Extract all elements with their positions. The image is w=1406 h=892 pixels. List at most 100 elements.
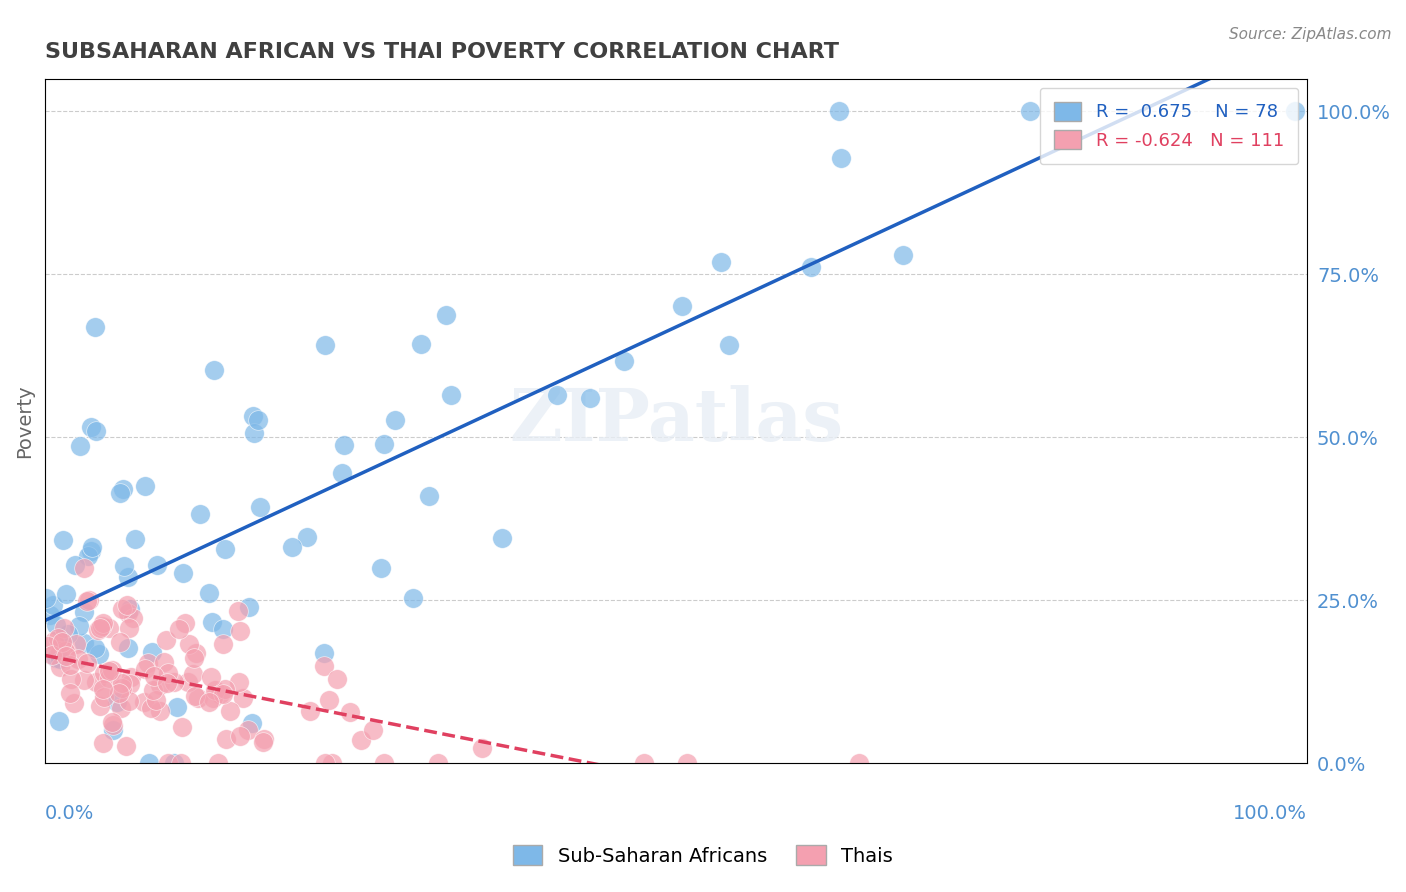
Point [249, 500, 271, 514]
Point [156, 676, 179, 690]
Point [434, 308, 457, 322]
Point [121, 611, 143, 625]
Point [226, 604, 249, 618]
Point [155, 633, 177, 648]
Point [167, 622, 190, 636]
Point [208, 687, 231, 701]
Point [156, 756, 179, 771]
Point [314, 337, 336, 351]
Point [370, 561, 392, 575]
Point [243, 425, 266, 440]
Point [170, 720, 193, 734]
Text: ZIPatlas: ZIPatlas [509, 385, 844, 457]
Point [149, 678, 172, 692]
Point [242, 409, 264, 424]
Point [800, 260, 823, 274]
Point [93, 690, 115, 704]
Point [153, 655, 176, 669]
Point [157, 666, 180, 681]
Point [240, 715, 263, 730]
Point [90, 619, 112, 633]
Point [118, 621, 141, 635]
Point [51, 635, 73, 649]
Point [101, 714, 124, 729]
Point [214, 541, 236, 556]
Point [143, 669, 166, 683]
Point [42, 599, 65, 613]
Point [138, 756, 160, 771]
Point [134, 479, 156, 493]
Point [93, 666, 115, 681]
Point [55, 648, 77, 663]
Point [110, 700, 132, 714]
Point [402, 591, 425, 605]
Point [111, 675, 134, 690]
Point [246, 413, 269, 427]
Point [228, 675, 250, 690]
Point [60, 672, 83, 686]
Point [63, 558, 86, 573]
Point [238, 599, 260, 614]
Legend: Sub-Saharan Africans, Thais: Sub-Saharan Africans, Thais [505, 838, 901, 873]
Point [373, 756, 395, 771]
Point [333, 437, 356, 451]
Point [58, 627, 80, 641]
Point [45, 618, 67, 632]
Point [41, 648, 63, 662]
Point [48, 644, 70, 658]
Point [76, 549, 98, 564]
Point [373, 437, 395, 451]
Point [117, 606, 139, 620]
Point [124, 532, 146, 546]
Point [69, 439, 91, 453]
Point [145, 693, 167, 707]
Point [314, 658, 336, 673]
Point [174, 615, 197, 630]
Point [1284, 104, 1306, 119]
Point [671, 299, 693, 313]
Point [229, 729, 252, 743]
Point [83, 320, 105, 334]
Point [426, 756, 449, 771]
Point [349, 733, 371, 747]
Point [491, 531, 513, 545]
Point [848, 756, 870, 771]
Point [108, 634, 131, 648]
Point [198, 586, 221, 600]
Point [181, 667, 204, 681]
Text: SUBSAHARAN AFRICAN VS THAI POVERTY CORRELATION CHART: SUBSAHARAN AFRICAN VS THAI POVERTY CORRE… [45, 42, 839, 62]
Point [100, 663, 122, 677]
Point [117, 640, 139, 655]
Point [89, 621, 111, 635]
Point [177, 675, 200, 690]
Point [207, 756, 229, 771]
Point [183, 689, 205, 703]
Point [105, 695, 128, 709]
Point [183, 650, 205, 665]
Point [166, 700, 188, 714]
Point [170, 756, 193, 771]
Point [214, 681, 236, 696]
Point [120, 677, 142, 691]
Point [80, 544, 103, 558]
Point [190, 508, 212, 522]
Point [827, 104, 849, 119]
Point [142, 682, 165, 697]
Point [35, 591, 58, 606]
Point [73, 560, 96, 574]
Point [613, 354, 636, 368]
Point [46, 631, 69, 645]
Point [76, 594, 98, 608]
Point [232, 691, 254, 706]
Point [118, 693, 141, 707]
Point [72, 636, 94, 650]
Point [97, 621, 120, 635]
Point [229, 624, 252, 639]
Point [66, 652, 89, 666]
Point [80, 419, 103, 434]
Legend: R =  0.675    N = 78, R = -0.624   N = 111: R = 0.675 N = 78, R = -0.624 N = 111 [1039, 87, 1298, 164]
Point [107, 685, 129, 699]
Point [59, 657, 82, 672]
Point [212, 622, 235, 636]
Point [52, 620, 75, 634]
